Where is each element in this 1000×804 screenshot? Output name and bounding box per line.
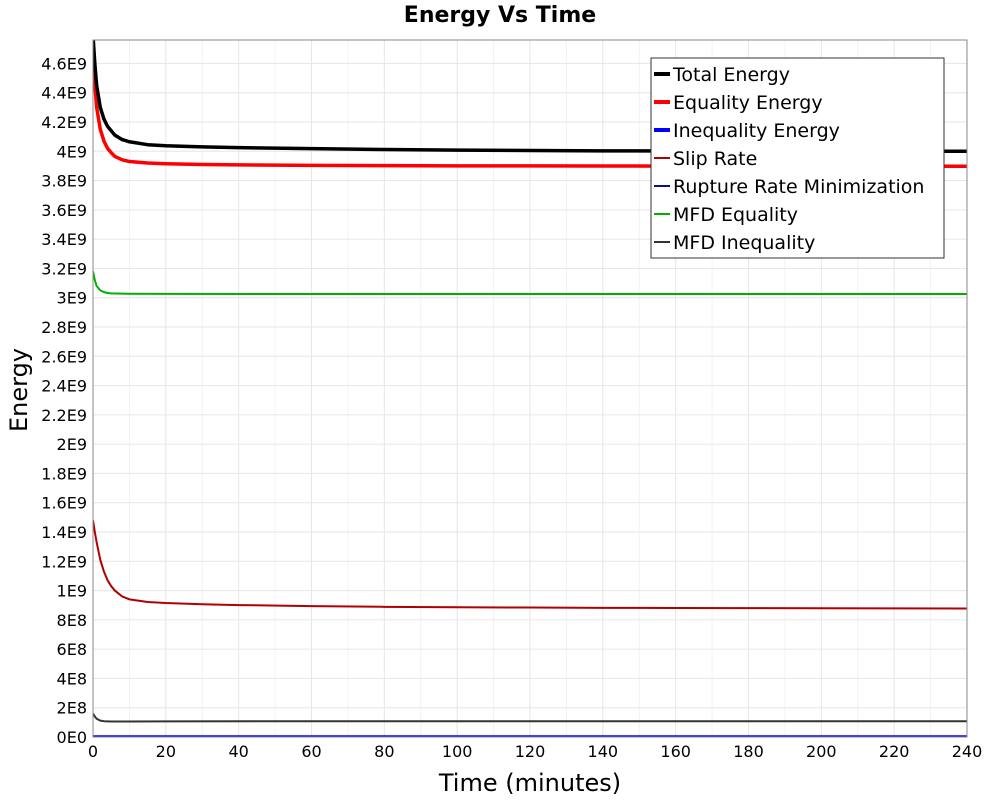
y-tick-label: 0E0 (57, 728, 87, 747)
y-tick-label: 1.6E9 (41, 494, 87, 513)
y-tick-label: 3.8E9 (41, 172, 87, 191)
y-tick-label: 2E8 (57, 699, 87, 718)
legend-label: MFD Inequality (673, 232, 815, 254)
y-tick-label: 4.6E9 (41, 54, 87, 73)
series-line-mfd-equality (93, 271, 967, 296)
series-line-mfd-inequality (93, 713, 967, 723)
y-tick-label: 4.4E9 (41, 84, 87, 103)
y-tick-label: 1.8E9 (41, 464, 87, 483)
x-tick-label: 220 (879, 742, 910, 761)
x-tick-label: 140 (588, 742, 619, 761)
x-tick-label: 200 (806, 742, 837, 761)
series-line-slip-rate (93, 520, 967, 610)
y-tick-label: 1E9 (57, 582, 87, 601)
y-tick-label: 6E8 (57, 640, 87, 659)
chart-title: Energy Vs Time (404, 3, 596, 28)
legend-box (650, 57, 945, 259)
y-tick-label: 3.2E9 (41, 259, 87, 278)
legend-label: Slip Rate (673, 148, 757, 170)
x-tick-label: 80 (374, 742, 394, 761)
y-tick-label: 1.4E9 (41, 523, 87, 542)
legend-label: Rupture Rate Minimization (673, 176, 924, 198)
x-tick-label: 160 (660, 742, 691, 761)
x-tick-label: 120 (515, 742, 546, 761)
x-axis-label: Time (minutes) (438, 769, 621, 797)
x-tick-label: 0 (88, 742, 98, 761)
y-tick-label: 1.2E9 (41, 552, 87, 571)
x-tick-label: 240 (952, 742, 983, 761)
x-tick-label: 180 (733, 742, 764, 761)
y-axis-label: Energy (5, 348, 33, 432)
y-tick-label: 3.6E9 (41, 201, 87, 220)
plot-frame (92, 39, 968, 738)
y-tick-label: 4E8 (57, 669, 87, 688)
x-tick-label: 100 (442, 742, 473, 761)
y-tick-label: 3.4E9 (41, 230, 87, 249)
legend-label: MFD Equality (673, 204, 798, 226)
y-tick-label: 2.6E9 (41, 347, 87, 366)
y-tick-label: 8E8 (57, 611, 87, 630)
y-tick-label: 2.2E9 (41, 406, 87, 425)
legend: Total Energy Equality Energy Inequality En… (650, 57, 945, 259)
legend-label: Total Energy (672, 64, 790, 86)
x-tick-label: 60 (301, 742, 321, 761)
y-tick-label: 4E9 (57, 142, 87, 161)
legend-label: Inequality Energy (673, 120, 840, 142)
y-tick-label: 3E9 (57, 289, 87, 308)
x-tick-label: 40 (228, 742, 248, 761)
y-tick-label: 2.8E9 (41, 318, 87, 337)
y-tick-label: 2.4E9 (41, 377, 87, 396)
y-tick-label: 2E9 (57, 435, 87, 454)
x-tick-label: 20 (156, 742, 176, 761)
y-tick-label: 4.2E9 (41, 113, 87, 132)
legend-label: Equality Energy (673, 92, 823, 114)
tick-layer: 0 20 40 60 80 100 120 140 160 180 200 220 240 0E0 2E8 4… (41, 54, 982, 761)
